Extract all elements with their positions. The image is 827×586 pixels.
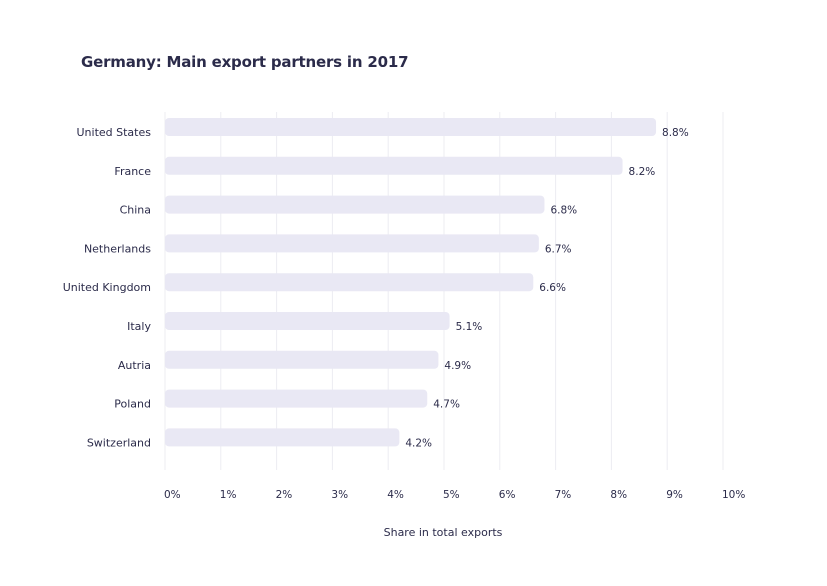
category-label: Autria (118, 359, 151, 372)
bar (165, 195, 545, 214)
bar (165, 118, 657, 136)
x-tick-label: 7% (555, 489, 572, 501)
value-label: 4.7% (433, 399, 460, 411)
x-tick-label: 1% (220, 489, 237, 501)
value-label: 4.2% (405, 437, 432, 449)
x-tick-label: 9% (666, 489, 683, 501)
bar (165, 312, 450, 330)
category-label: Netherlands (84, 242, 151, 255)
bar (165, 273, 534, 292)
category-labels: United States France China Netherlands Unite… (63, 126, 152, 449)
category-label: United States (77, 126, 152, 139)
bar (165, 428, 400, 447)
category-label: United Kingdom (63, 281, 151, 294)
category-label: France (114, 165, 151, 178)
x-tick-label: 4% (387, 489, 404, 501)
value-label: 5.1% (456, 321, 483, 333)
bar (165, 156, 623, 175)
x-tick-label: 0% (164, 489, 181, 501)
bars (165, 118, 657, 447)
value-labels: 8.8% 8.2% 6.8% 6.7% 6.6% 5.1% 4.9% 4.7% 4.2% (405, 127, 688, 449)
x-tick-label: 8% (610, 489, 627, 501)
value-label: 6.6% (539, 282, 566, 294)
bar (165, 350, 439, 369)
value-label: 8.8% (662, 127, 689, 139)
value-label: 4.9% (444, 360, 471, 372)
bar (165, 389, 428, 408)
x-axis-title: Share in total exports (384, 526, 503, 539)
category-label: China (120, 204, 151, 217)
x-tick-label: 10% (722, 489, 745, 501)
value-label: 6.7% (545, 243, 572, 255)
x-tick-label: 3% (331, 489, 348, 501)
value-label: 6.8% (550, 205, 577, 217)
bar (165, 234, 539, 253)
chart-title: Germany: Main export partners in 2017 (81, 53, 409, 71)
x-tick-label: 2% (276, 489, 293, 501)
category-label: Italy (127, 320, 151, 333)
category-label: Switzerland (87, 436, 151, 449)
x-axis-ticks: 0% 1% 2% 3% 4% 5% 6% 7% 8% 9% 10% (164, 489, 745, 501)
x-tick-label: 5% (443, 489, 460, 501)
x-tick-label: 6% (499, 489, 516, 501)
category-label: Poland (114, 398, 151, 411)
value-label: 8.2% (629, 166, 656, 178)
